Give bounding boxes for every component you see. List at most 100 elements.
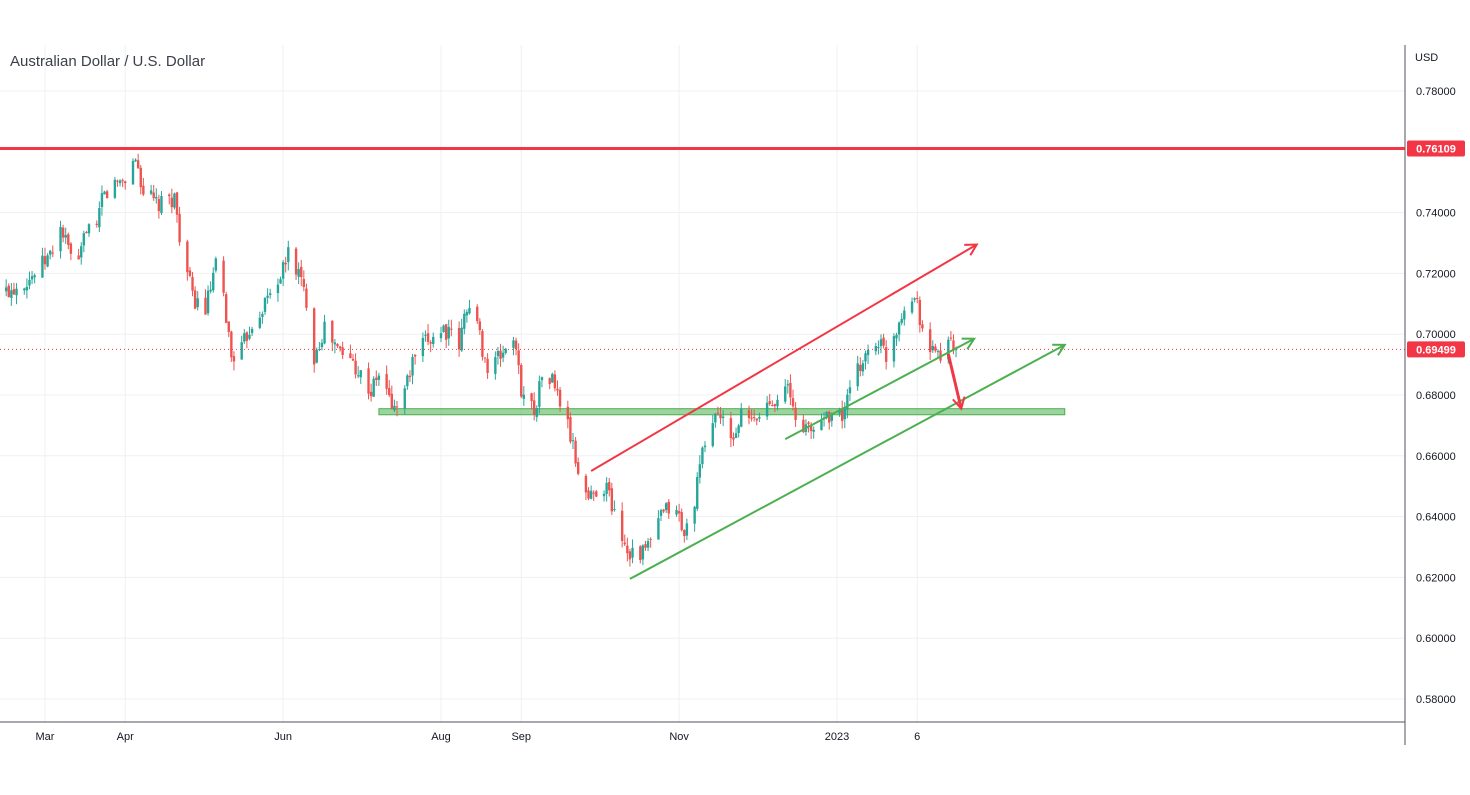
- candle-body: [626, 545, 629, 554]
- candle-body: [553, 374, 557, 389]
- candle-body: [820, 420, 823, 431]
- candle-body: [918, 300, 922, 326]
- candle-body: [791, 398, 795, 407]
- y-tick-label: 0.70000: [1416, 329, 1456, 341]
- candle-body: [574, 440, 577, 464]
- candle-body: [7, 285, 10, 298]
- candle-body: [840, 408, 844, 422]
- candle-body: [227, 321, 230, 332]
- candle-body: [786, 384, 790, 386]
- candle-body: [711, 423, 714, 447]
- y-tick-label: 0.78000: [1416, 86, 1456, 98]
- candle-body: [406, 375, 409, 387]
- candle-body: [139, 167, 142, 188]
- candle-body: [351, 358, 355, 361]
- candle-body: [628, 551, 632, 560]
- candle-body: [230, 331, 233, 358]
- trendline-lower-support: [629, 345, 1065, 580]
- candle-body: [116, 180, 119, 182]
- candle-body: [664, 503, 668, 511]
- candle-body: [403, 388, 406, 409]
- candle-body: [281, 262, 285, 279]
- candle-body: [750, 417, 753, 419]
- candle-body: [266, 295, 269, 298]
- candle-body: [812, 429, 815, 432]
- candle-body: [675, 509, 678, 515]
- candle-body: [476, 306, 479, 322]
- candle-body: [87, 224, 91, 234]
- candle-body: [809, 424, 813, 431]
- candle-body: [341, 347, 344, 355]
- candle-body: [250, 328, 254, 334]
- current-price-badge-bg: [1407, 341, 1465, 358]
- candle-body: [569, 417, 572, 442]
- candle-body: [828, 411, 831, 423]
- candle-body: [758, 416, 761, 419]
- candle-body: [494, 357, 497, 374]
- candle-body: [432, 336, 435, 345]
- candle-body: [388, 388, 391, 396]
- candle-body: [204, 297, 207, 315]
- candle-body: [105, 191, 109, 198]
- candle-body: [765, 402, 769, 417]
- candle-body: [82, 233, 86, 246]
- candle-body: [900, 318, 903, 323]
- candle-body: [680, 512, 683, 531]
- candle-body: [157, 199, 161, 212]
- candle-body: [864, 353, 867, 362]
- candle-body: [514, 340, 518, 350]
- candle-body: [794, 407, 797, 421]
- candle-body: [846, 394, 849, 410]
- candle-body: [372, 378, 375, 397]
- candle-body: [551, 374, 554, 383]
- candle-body: [719, 414, 722, 419]
- candle-body: [224, 294, 228, 323]
- candle-body: [168, 194, 171, 197]
- candle-body: [465, 311, 469, 316]
- candle-body: [481, 331, 484, 357]
- candle-body: [193, 290, 197, 309]
- candle-body: [558, 389, 562, 407]
- candle-body: [302, 279, 306, 288]
- support-zone: [378, 408, 1066, 416]
- candle-body: [859, 364, 862, 372]
- candle-body: [659, 510, 663, 516]
- candle-body: [587, 490, 590, 499]
- candle-body: [921, 324, 924, 329]
- candle-body: [209, 289, 212, 292]
- candle-body: [69, 243, 73, 254]
- candle-body: [732, 437, 735, 440]
- candle-body: [848, 387, 852, 394]
- candle-body: [910, 301, 914, 313]
- candle-body: [354, 360, 357, 375]
- candle-body: [300, 266, 303, 278]
- resistance-badge-label: 0.76109: [1416, 143, 1456, 155]
- candle-body: [118, 180, 122, 184]
- candle-body: [95, 223, 98, 225]
- candle-body: [662, 509, 665, 512]
- candle-body: [424, 334, 427, 336]
- candle-body: [80, 246, 83, 258]
- candle-body: [856, 363, 859, 387]
- candle-body: [683, 530, 686, 536]
- candle-body: [331, 320, 334, 343]
- candle-body: [499, 350, 502, 359]
- current-price-badge-label: 0.69499: [1416, 344, 1456, 356]
- candle-body: [59, 226, 62, 252]
- candle-body: [375, 377, 378, 380]
- candle-body: [450, 328, 453, 330]
- candle-body: [838, 409, 841, 414]
- candle-body: [30, 276, 34, 280]
- candle-body: [248, 334, 251, 339]
- candle-body: [61, 227, 65, 238]
- candle-body: [657, 518, 660, 540]
- candle-body: [393, 405, 396, 411]
- candle-body: [333, 342, 337, 345]
- candle-body: [701, 447, 704, 465]
- candle-body: [522, 394, 526, 399]
- candle-body: [703, 445, 707, 448]
- candle-body: [315, 349, 318, 363]
- y-tick-label: 0.74000: [1416, 208, 1456, 220]
